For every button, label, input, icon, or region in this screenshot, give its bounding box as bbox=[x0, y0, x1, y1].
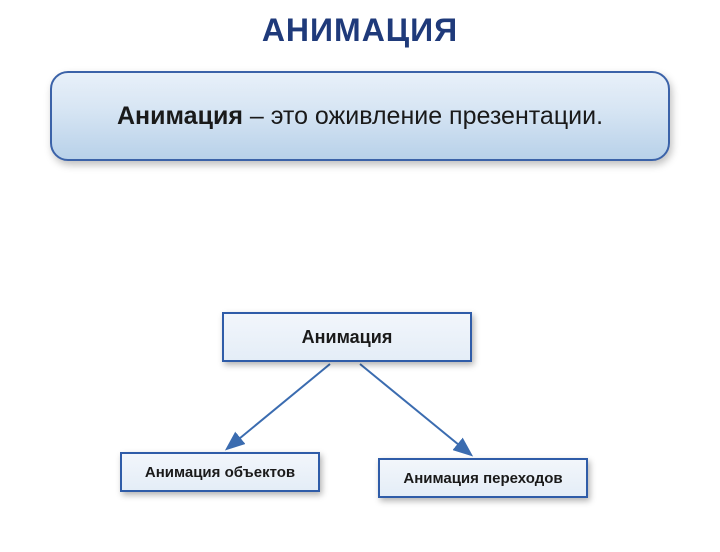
diagram-node-transitions-label: Анимация переходов bbox=[403, 470, 562, 487]
diagram-node-root: Анимация bbox=[222, 312, 472, 362]
diagram-node-objects: Анимация объектов bbox=[120, 452, 320, 492]
edge-root-to-right bbox=[360, 364, 470, 454]
diagram-container: Анимация Анимация объектов Анимация пере… bbox=[0, 312, 720, 532]
edge-root-to-left bbox=[228, 364, 330, 448]
definition-term: Анимация bbox=[117, 102, 243, 130]
diagram-node-transitions: Анимация переходов bbox=[378, 458, 588, 498]
diagram-node-objects-label: Анимация объектов bbox=[145, 464, 295, 481]
definition-rest: – это оживление презентации. bbox=[243, 102, 603, 130]
definition-box: Анимация – это оживление презентации. bbox=[50, 71, 670, 161]
page-title: АНИМАЦИЯ bbox=[0, 12, 720, 49]
diagram-node-root-label: Анимация bbox=[302, 327, 393, 348]
definition-text: Анимация – это оживление презентации. bbox=[117, 102, 603, 131]
